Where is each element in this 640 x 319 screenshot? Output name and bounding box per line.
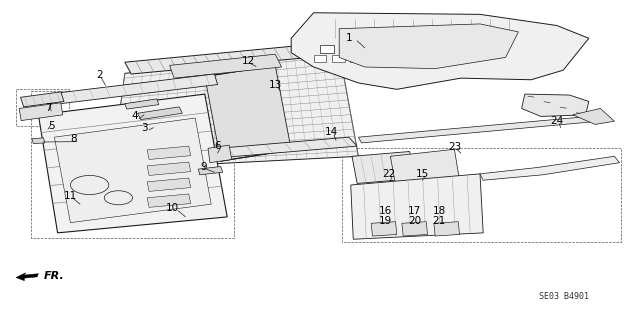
Polygon shape xyxy=(480,156,620,180)
Polygon shape xyxy=(147,178,191,191)
Text: 4: 4 xyxy=(131,111,138,122)
Polygon shape xyxy=(147,162,191,175)
Polygon shape xyxy=(378,45,392,53)
Text: FR.: FR. xyxy=(44,271,64,281)
Polygon shape xyxy=(352,152,415,183)
Polygon shape xyxy=(54,118,211,223)
Polygon shape xyxy=(48,74,218,105)
Polygon shape xyxy=(573,108,614,124)
Polygon shape xyxy=(138,107,182,120)
Text: 2: 2 xyxy=(96,70,102,80)
Polygon shape xyxy=(147,146,191,160)
Polygon shape xyxy=(390,149,460,185)
Polygon shape xyxy=(320,45,334,53)
Polygon shape xyxy=(314,55,326,62)
Text: 21: 21 xyxy=(433,216,445,226)
Polygon shape xyxy=(147,194,191,207)
Polygon shape xyxy=(351,174,483,239)
Polygon shape xyxy=(404,55,417,62)
Text: 18: 18 xyxy=(433,205,445,216)
Text: 8: 8 xyxy=(70,134,77,145)
Polygon shape xyxy=(339,24,518,69)
Text: 3: 3 xyxy=(141,122,147,133)
Polygon shape xyxy=(422,55,435,62)
Polygon shape xyxy=(416,45,430,53)
Polygon shape xyxy=(402,222,428,236)
Polygon shape xyxy=(32,138,45,144)
Polygon shape xyxy=(522,94,589,116)
Polygon shape xyxy=(198,167,223,175)
Text: 14: 14 xyxy=(325,127,338,137)
Polygon shape xyxy=(208,145,232,163)
Polygon shape xyxy=(125,99,159,109)
Polygon shape xyxy=(371,222,397,236)
Text: 19: 19 xyxy=(379,216,392,226)
Text: 12: 12 xyxy=(242,56,255,66)
Text: 7: 7 xyxy=(45,103,51,114)
Text: 17: 17 xyxy=(408,205,421,216)
Text: 6: 6 xyxy=(214,141,221,151)
Polygon shape xyxy=(38,94,227,233)
Polygon shape xyxy=(350,55,363,62)
Text: 15: 15 xyxy=(416,169,429,179)
Text: 13: 13 xyxy=(269,80,282,91)
Text: 20: 20 xyxy=(408,216,421,226)
Text: SE03 B4901: SE03 B4901 xyxy=(539,293,589,301)
Polygon shape xyxy=(205,65,291,161)
Text: 10: 10 xyxy=(166,203,179,213)
Polygon shape xyxy=(339,45,353,53)
Text: 22: 22 xyxy=(383,169,396,179)
Polygon shape xyxy=(291,13,589,89)
Polygon shape xyxy=(20,92,64,107)
Text: 23: 23 xyxy=(448,142,461,152)
Polygon shape xyxy=(368,55,381,62)
Polygon shape xyxy=(332,55,344,62)
Polygon shape xyxy=(112,51,358,169)
Text: 24: 24 xyxy=(550,116,563,126)
Polygon shape xyxy=(358,45,372,53)
Polygon shape xyxy=(434,222,460,236)
Polygon shape xyxy=(386,55,399,62)
Polygon shape xyxy=(16,273,38,281)
Polygon shape xyxy=(125,41,351,74)
Polygon shape xyxy=(435,45,449,53)
Polygon shape xyxy=(397,45,411,53)
Text: 9: 9 xyxy=(200,162,207,172)
Text: 5: 5 xyxy=(48,121,54,131)
Text: 11: 11 xyxy=(64,191,77,201)
Text: 16: 16 xyxy=(379,205,392,216)
Text: 1: 1 xyxy=(346,33,352,43)
Polygon shape xyxy=(358,116,592,143)
Polygon shape xyxy=(125,137,357,165)
Polygon shape xyxy=(19,103,63,121)
Polygon shape xyxy=(170,54,282,78)
